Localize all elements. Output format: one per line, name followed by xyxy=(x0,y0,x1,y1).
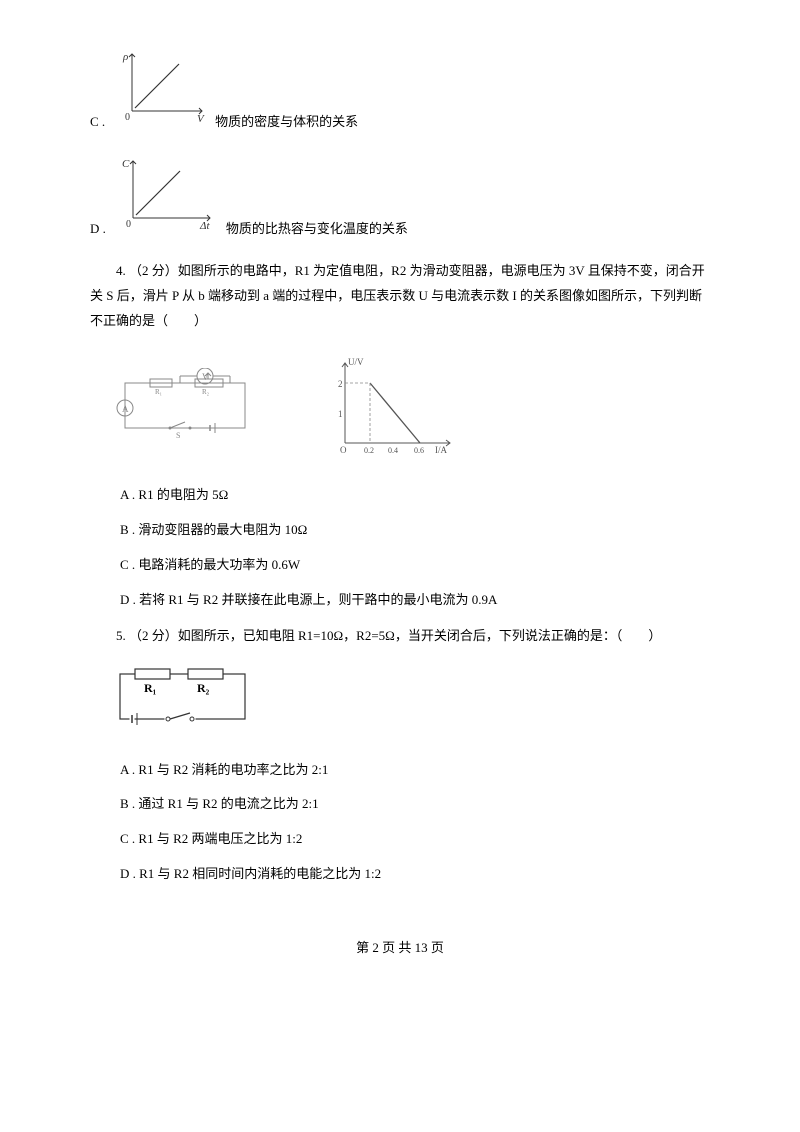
q4-opt-a: A . R1 的电阻为 5Ω xyxy=(120,483,710,508)
svg-text:V: V xyxy=(197,113,205,125)
svg-text:S: S xyxy=(176,431,180,440)
svg-text:0: 0 xyxy=(125,112,130,123)
q4-ui-chart-icon: 2 1 0.2 0.4 0.6 O U/V I/A xyxy=(320,353,460,463)
svg-text:I/A: I/A xyxy=(435,445,447,455)
q4-stem: 4. （2 分）如图所示的电路中，R1 为定值电阻，R2 为滑动变阻器，电源电压… xyxy=(90,259,710,333)
q4-circuit-icon: V A S R₁ R₂ xyxy=(110,368,260,448)
q4-figures: V A S R₁ R₂ xyxy=(110,353,710,463)
svg-text:0: 0 xyxy=(126,219,131,230)
opt-c-letter: C . xyxy=(90,110,105,135)
heat-temp-chart-icon: C Δt 0 xyxy=(118,153,218,233)
svg-text:R₁: R₁ xyxy=(144,681,157,695)
q5-circuit: R₁ R₂ xyxy=(110,664,710,743)
option-c-graph: C . ρ V 0 物质的密度与体积的关系 xyxy=(90,46,710,135)
svg-text:U/V: U/V xyxy=(348,357,364,367)
svg-text:R₂: R₂ xyxy=(202,388,210,396)
q5-opt-c: C . R1 与 R2 两端电压之比为 1:2 xyxy=(120,827,710,852)
svg-text:0.6: 0.6 xyxy=(414,446,424,455)
svg-text:0.2: 0.2 xyxy=(364,446,374,455)
graph-heat-temp: C Δt 0 xyxy=(118,153,218,242)
q4-opt-d: D . 若将 R1 与 R2 并联接在此电源上，则干路中的最小电流为 0.9A xyxy=(120,588,710,613)
svg-text:O: O xyxy=(340,445,347,455)
svg-text:ρ: ρ xyxy=(122,51,128,63)
opt-d-text: 物质的比热容与变化温度的关系 xyxy=(226,217,408,242)
opt-d-letter: D . xyxy=(90,217,106,242)
q5-opt-a: A . R1 与 R2 消耗的电功率之比为 2:1 xyxy=(120,758,710,783)
opt-c-text: 物质的密度与体积的关系 xyxy=(215,110,358,135)
q4-opt-c: C . 电路消耗的最大功率为 0.6W xyxy=(120,553,710,578)
q5-opt-d: D . R1 与 R2 相同时间内消耗的电能之比为 1:2 xyxy=(120,862,710,887)
q5-stem: 5. （2 分）如图所示，已知电阻 R1=10Ω，R2=5Ω，当开关闭合后，下列… xyxy=(90,624,710,649)
graph-density-volume: ρ V 0 xyxy=(117,46,207,135)
svg-text:R₂: R₂ xyxy=(197,681,210,695)
svg-text:A: A xyxy=(122,404,129,414)
svg-text:Δt: Δt xyxy=(199,220,210,232)
page-content: C . ρ V 0 物质的密度与体积的关系 D . xyxy=(0,0,800,991)
page-footer: 第 2 页 共 13 页 xyxy=(90,936,710,961)
svg-text:1: 1 xyxy=(338,409,343,419)
q5-circuit-icon: R₁ R₂ xyxy=(110,664,260,734)
svg-text:0.4: 0.4 xyxy=(388,446,398,455)
q5-opt-b: B . 通过 R1 与 R2 的电流之比为 2:1 xyxy=(120,792,710,817)
density-volume-chart-icon: ρ V 0 xyxy=(117,46,207,126)
option-d-graph: D . C Δt 0 物质的比热容与变化温度的关系 xyxy=(90,153,710,242)
q4-opt-b: B . 滑动变阻器的最大电阻为 10Ω xyxy=(120,518,710,543)
svg-text:C: C xyxy=(122,158,130,170)
svg-text:R₁: R₁ xyxy=(155,388,162,396)
svg-text:2: 2 xyxy=(338,379,343,389)
